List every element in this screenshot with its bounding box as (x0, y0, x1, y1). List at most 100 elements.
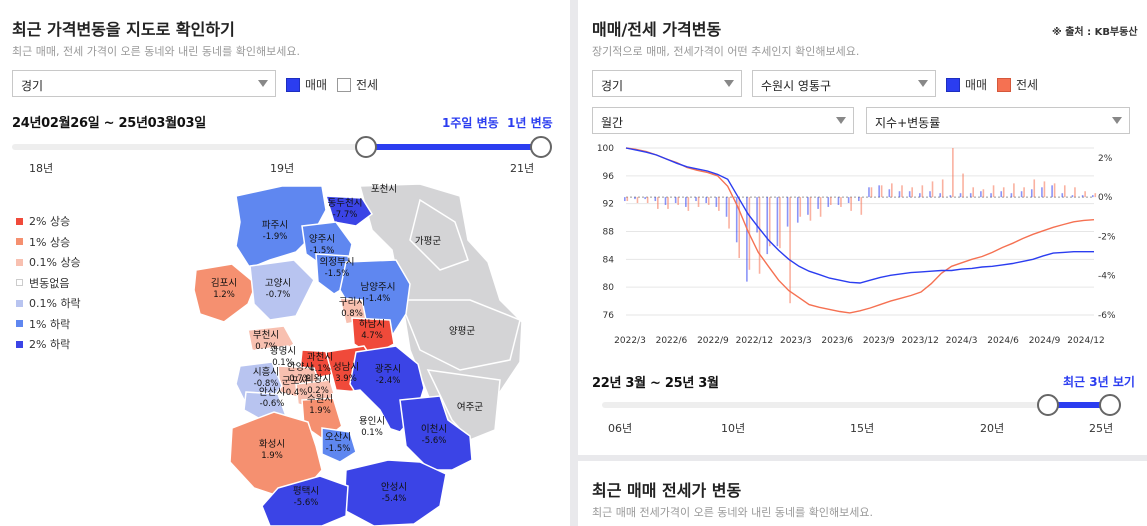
jeonse-change-bar (992, 185, 995, 198)
map-region-name: 군포시 (282, 376, 308, 387)
map-region-value: -2.4% (376, 376, 401, 386)
map-region-name: 시흥시 (253, 366, 279, 378)
city-select-value: 수원시 영통구 (761, 79, 832, 93)
sale-change-bar (786, 197, 789, 227)
map-region[interactable] (398, 299, 521, 371)
map-region-value: 3.9% (335, 374, 357, 384)
map-region-name: 동두천시 (328, 198, 363, 209)
map-panel-subtitle: 최근 매매, 전세 가격이 오른 동네와 내린 동네를 확인해보세요. (12, 45, 300, 58)
map-region-name: 오산시 (325, 432, 351, 443)
sale-change-bar (888, 189, 891, 198)
sale-change-bar (776, 197, 779, 247)
map-region-value: -5.6% (294, 498, 319, 508)
map-region-value: 0.7% (289, 374, 311, 384)
city-select[interactable]: 수원시 영통구 (752, 70, 936, 97)
jeonse-change-bar (1074, 187, 1076, 198)
map-region-name: 과천시 (307, 352, 333, 363)
price-trend-panel: 매매/전세 가격변동 ※ 출처 : KB부동산 장기적으로 매매, 전세가격이 … (578, 0, 1147, 455)
trend-sale-checkbox[interactable]: 매매 (946, 76, 987, 93)
region-select[interactable]: 경기 (12, 70, 276, 97)
recent-3yr-link[interactable]: 최근 3년 보기 (1063, 375, 1135, 389)
sale-checkbox-label: 매매 (305, 78, 328, 92)
sale-change-bar (807, 197, 809, 215)
chart-slider-tick: 20년 (980, 422, 1005, 435)
slider-end-handle[interactable] (530, 136, 552, 158)
jeonse-change-bar (840, 197, 842, 207)
sale-change-bar (766, 197, 769, 255)
legend-swatch (16, 279, 23, 286)
trend-region-select[interactable]: 경기 (592, 70, 742, 97)
map-region[interactable] (193, 263, 257, 323)
x-axis-label: 2024/3 (946, 336, 978, 346)
jeonse-change-bar (1023, 187, 1025, 198)
map-region-name: 남양주시 (361, 282, 396, 293)
chart-slider-end-handle[interactable] (1099, 394, 1121, 416)
map-region[interactable] (235, 185, 327, 269)
trend-jeonse-checkbox[interactable]: 전세 (997, 76, 1038, 93)
x-axis-label: 2022/12 (736, 336, 773, 346)
map-region-name: 용인시 (359, 416, 385, 427)
sale-change-bar (1010, 193, 1013, 198)
y-right-tick: -4% (1098, 272, 1116, 282)
map-region-value: -1.9% (263, 232, 288, 242)
legend-label: 0.1% 하락 (29, 297, 81, 310)
year-change-link[interactable]: 1년 변동 (507, 116, 553, 130)
trend-region-value: 경기 (601, 79, 624, 93)
jeonse-change-bar (758, 197, 761, 274)
map-panel: 최근 가격변동을 지도로 확인하기 최근 매매, 전세 가격이 오른 동네와 내… (0, 0, 570, 526)
week-change-link[interactable]: 1주일 변동 (442, 116, 499, 130)
map-region[interactable] (324, 195, 374, 227)
region-select-value: 경기 (21, 79, 44, 93)
chart-slider-fill (1048, 402, 1110, 408)
legend-item: 2% 상승 (16, 213, 70, 229)
map-region-value: 4.1% (309, 364, 331, 374)
map-region[interactable] (249, 259, 315, 321)
chart-type-select[interactable]: 지수+변동률 (866, 107, 1130, 134)
map-region-name: 김포시 (211, 277, 237, 289)
legend-item: 2% 하락 (16, 336, 70, 352)
map-region[interactable] (343, 459, 447, 526)
sale-checkbox[interactable]: 매매 (286, 76, 327, 93)
map-region[interactable] (321, 427, 357, 463)
map-region-name: 여주군 (457, 401, 483, 413)
period-select[interactable]: 월간 (592, 107, 854, 134)
map-region-value: -5.6% (422, 436, 447, 446)
jeonse-checkbox[interactable]: 전세 (337, 76, 378, 93)
jeonse-change-bar (677, 197, 679, 205)
slider-start-handle[interactable] (355, 136, 377, 158)
map-region-name: 하남시 (359, 318, 385, 330)
map-region-value: 0.8% (341, 309, 363, 319)
map-region[interactable] (409, 198, 469, 271)
map-region-name: 고양시 (265, 278, 291, 289)
trend-sale-label: 매매 (965, 78, 988, 92)
chevron-down-icon (918, 80, 928, 87)
x-axis-label: 2023/3 (780, 336, 812, 346)
jeonse-change-bar (880, 185, 883, 198)
map-region-name: 포천시 (371, 184, 397, 195)
sale-change-bar (898, 191, 901, 198)
sale-change-bar (939, 193, 941, 198)
chart-slider-start-handle[interactable] (1037, 394, 1059, 416)
x-axis-label: 2022/9 (697, 336, 729, 346)
jeonse-checkbox-label: 전세 (356, 78, 379, 92)
legend-label: 2% 하락 (29, 338, 71, 351)
map-region[interactable] (261, 475, 349, 526)
sale-change-bar (969, 193, 972, 198)
legend-swatch (16, 320, 23, 327)
map-region-value: 0.7% (255, 342, 277, 352)
jeonse-change-bar (1063, 185, 1066, 198)
period-slider-track[interactable] (12, 144, 550, 150)
sale-change-bar (980, 191, 982, 198)
map-region-value: 0.1% (272, 358, 294, 368)
jeonse-change-bar (1094, 193, 1097, 198)
legend-label: 변동없음 (29, 276, 70, 290)
jeonse-change-bar (789, 197, 791, 304)
source-note: ※ 출처 : KB부동산 (1052, 27, 1138, 38)
chart-slider-track[interactable] (602, 402, 1120, 408)
sale-change-bar (990, 193, 992, 198)
map-region-name: 화성시 (259, 439, 285, 450)
jeonse-index-line (625, 147, 1095, 314)
sale-change-bar (664, 197, 667, 205)
sale-change-bar (685, 197, 687, 207)
map-region[interactable] (399, 395, 473, 471)
